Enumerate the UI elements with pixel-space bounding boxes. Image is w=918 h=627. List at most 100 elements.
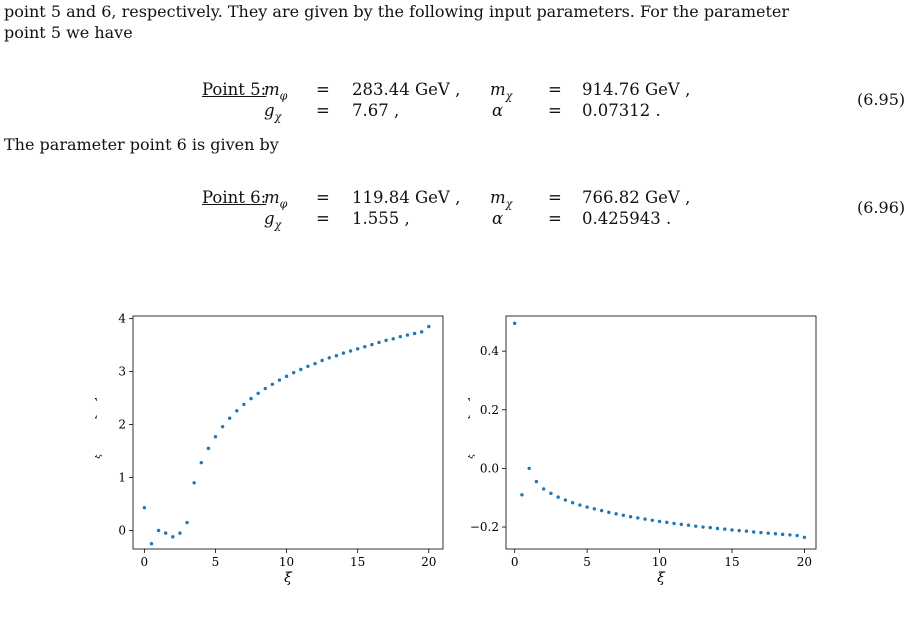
y-axis-label: ΔξσNLO [%] [468,397,476,468]
data-point [306,364,310,369]
data-point [599,508,604,513]
data-point [398,334,403,339]
data-point [284,374,289,379]
chart-left: 0 5 10 15 20 0 1 2 3 4 ξ ΔξσNLO [%] [95,312,444,586]
data-point [178,531,182,535]
x-tick-label: 15 [350,555,365,569]
x-axis-label: ξ [284,570,293,586]
data-point [708,525,712,530]
x-tick-label: 5 [212,555,220,569]
data-point [730,528,734,532]
data-point [628,515,633,519]
y-tick-label: 3 [118,365,126,379]
data-point [672,521,676,526]
data-point [363,345,367,349]
data-point [621,513,626,517]
value-m-chi: 914.76 GeV , [582,80,691,99]
x-tick-label: 20 [421,555,436,569]
y-tick-label: 1 [118,471,126,485]
data-point [578,503,582,507]
intro-line-1: point 5 and 6, respectively. They are gi… [4,2,790,21]
data-point [570,500,575,505]
data-point [249,396,253,401]
y-tick-label: 4 [118,312,126,326]
intro-line-2: point 5 we have [4,23,133,42]
x-tick-label: 5 [583,555,591,569]
data-point [657,519,662,524]
value-alpha: 0.425943 . [582,209,672,228]
value-m-phi: 119.84 GeV , [352,188,461,207]
var-alpha: α [492,101,504,120]
data-point [614,512,618,516]
equation-label: Point 6: [202,188,267,207]
data-point [313,361,317,366]
data-point [220,424,225,429]
data-point [149,542,154,546]
data-point [419,330,424,334]
x-tick-label: 15 [724,555,739,569]
data-point [563,498,568,502]
data-point [802,535,807,539]
x-tick-label: 20 [797,555,812,569]
var-alpha: α [492,209,504,228]
data-point [263,386,267,391]
data-point [737,528,741,533]
equation-number: (6.96) [857,198,906,217]
data-point [744,529,749,533]
var-m-chi: mχ [490,80,513,103]
data-point [534,479,539,484]
var-g-chi: gχ [264,101,282,124]
var-m-chi: mχ [490,188,513,211]
x-tick-label: 0 [141,555,149,569]
value-g-chi: 7.67 , [352,101,400,120]
data-point [206,446,211,451]
data-point [156,528,161,533]
x-axis-label: ξ [657,570,666,586]
y-axis-label: ΔξσNLO [%] [95,397,103,468]
data-point [795,533,799,538]
value-g-chi: 1.555 , [352,209,410,228]
data-point [780,532,785,537]
data-point [320,358,324,363]
data-point [723,527,727,531]
data-point [636,516,640,520]
data-point [686,523,691,527]
chart-right: 0 5 10 15 20 −0.2 0.0 0.2 0.4 ξ ΔξσNLO [%] [468,315,817,586]
var-m-phi: mφ [264,80,288,103]
data-point [334,354,339,358]
data-point [556,495,560,499]
data-point [759,530,763,535]
data-point [277,378,282,382]
var-g-chi: gχ [264,209,282,232]
data-point [270,382,275,387]
data-point [377,340,381,345]
data-point [527,466,531,471]
data-point [256,391,260,396]
data-point [171,535,175,539]
data-point [370,342,374,347]
data-point [715,526,720,531]
data-point [694,524,698,528]
data-point [299,367,303,372]
data-point [773,532,778,536]
data-point [412,331,417,336]
data-point [355,347,360,351]
data-point [512,321,517,326]
data-point [348,349,353,353]
y-tick-label: 0.0 [480,461,499,475]
data-point [242,402,246,407]
data-point [788,533,792,537]
data-point [391,337,395,341]
data-point [427,324,431,329]
plot-frame [132,315,444,550]
data-point [701,525,705,529]
y-tick-label: −0.2 [470,520,499,534]
data-point [291,370,296,375]
data-point [199,460,203,465]
data-point [164,531,168,535]
x-tick-label: 10 [652,555,667,569]
data-point [679,522,683,527]
x-tick-label: 0 [511,555,519,569]
data-point [541,487,546,491]
data-point [327,356,331,360]
